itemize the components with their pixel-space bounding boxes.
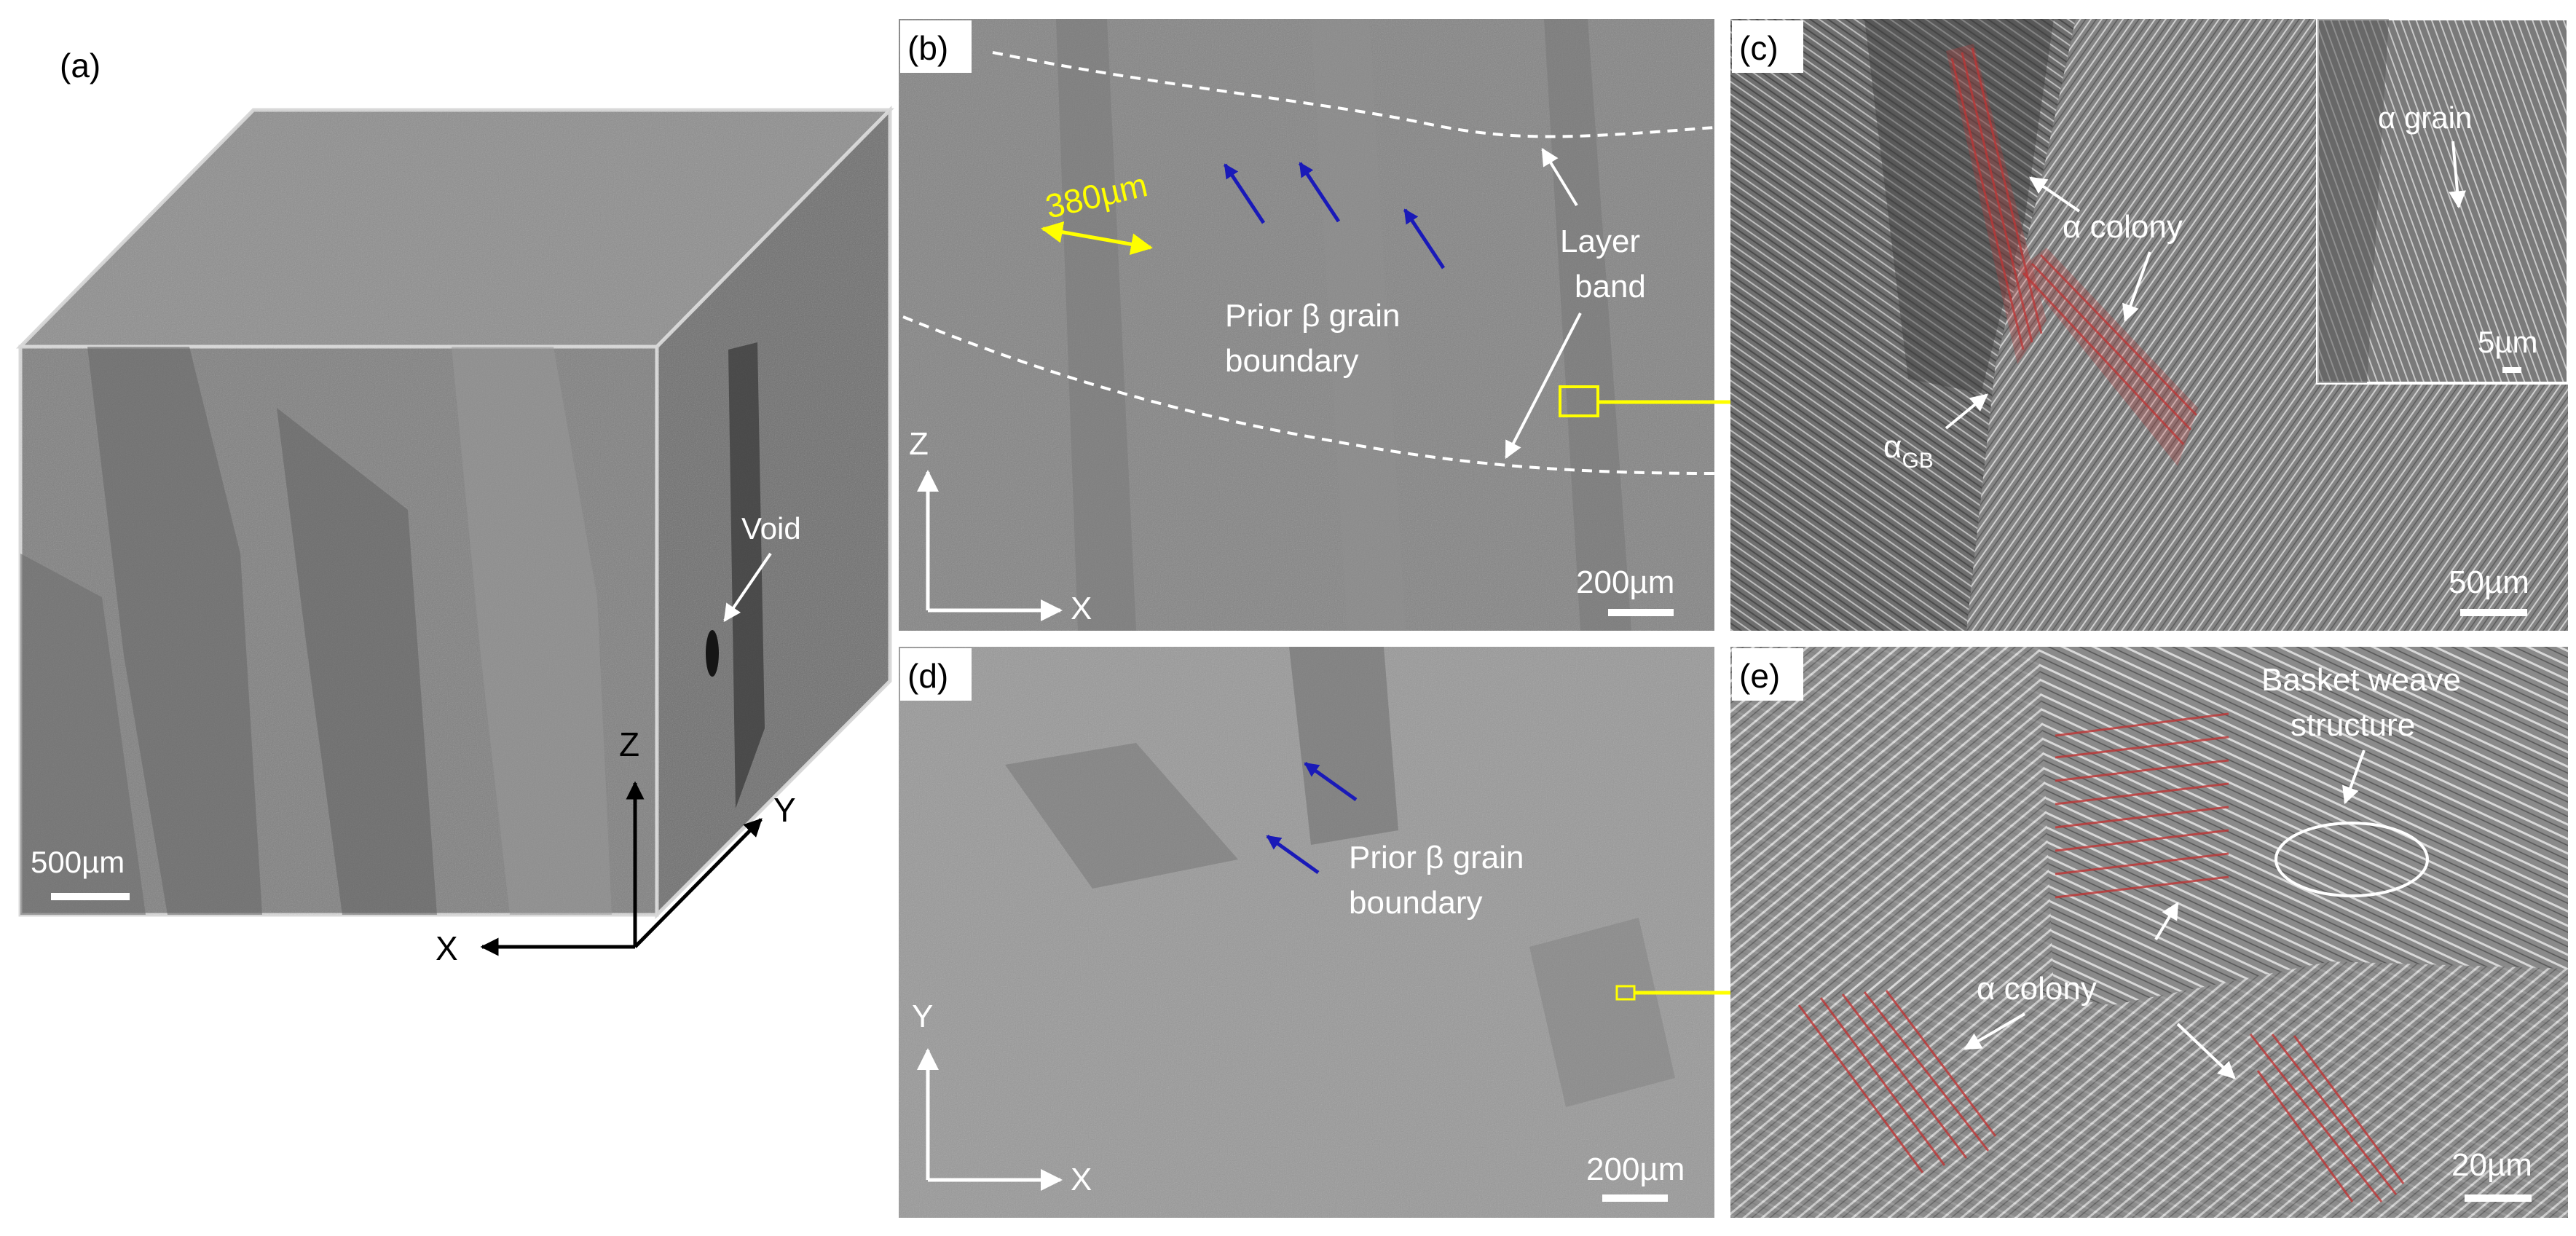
alpha-colony-arrow-e1: [2154, 901, 2179, 941]
axis-b-z-label: Z: [909, 426, 929, 462]
alpha-gb-label: αGB: [1883, 429, 1934, 473]
panel-b-scale-bar: [1608, 609, 1674, 616]
alpha-gb-main: α: [1883, 429, 1902, 465]
panel-d-scale-bar: [1602, 1194, 1668, 1202]
layer-band-arrow-up: [1541, 147, 1578, 207]
alpha-colony-arrow-c2: [2122, 251, 2151, 323]
basket-weave-ellipse: [2274, 822, 2429, 897]
axis-a-x-label: X: [436, 929, 458, 967]
void-label: Void: [741, 511, 801, 546]
panel-b-scale-label: 200µm: [1576, 564, 1674, 600]
layer-band-label-2: band: [1575, 269, 1646, 304]
panel-c-scale-label: 50µm: [2449, 564, 2529, 600]
grain-arrow-d1: [1304, 761, 1358, 802]
axis-a-y-label: Y: [773, 791, 796, 829]
alpha-colony-arrow-c1: [2029, 176, 2081, 213]
panel-c-label: (c): [1739, 29, 1779, 67]
layer-band-lower: [902, 315, 1715, 475]
grain-arrow-b1: [1223, 163, 1266, 224]
alpha-gb-arrow: [1945, 393, 1988, 430]
alpha-gb-sub: GB: [1902, 449, 1933, 473]
colony-overlay-e2: [1797, 990, 1997, 1173]
prior-beta-label-d1: Prior β grain: [1349, 840, 1524, 875]
colony-overlay-e1: [2055, 712, 2229, 899]
alpha-colony-label-e: α colony: [1977, 971, 2097, 1007]
grain-arrow-d2: [1266, 834, 1320, 875]
panel-d: (d) Prior β grain boundary Y X 200µm: [899, 647, 1779, 1218]
panel-a-scale-bar: [51, 893, 130, 900]
inset-scale-label: 5µm: [2478, 325, 2538, 359]
panel-e: (e) Basket weave structure α colony 20µm: [1730, 647, 2568, 1218]
prior-beta-label-b2: boundary: [1225, 343, 1358, 379]
inset-scale-bar: [2502, 367, 2521, 373]
axis-a-y: [634, 818, 763, 948]
panel-c: (c) α grain 5µm α colony αGB 50µm: [1730, 17, 2569, 631]
panel-d-label: (d): [907, 657, 948, 695]
panel-e-scale-label: 20µm: [2451, 1147, 2532, 1183]
panel-d-scale-label: 200µm: [1586, 1152, 1685, 1187]
panel-e-label: (e): [1739, 657, 1780, 695]
panel-a-label: (a): [60, 47, 101, 84]
void-arrow: [723, 552, 772, 622]
colony-overlay-c1: [1946, 44, 2047, 364]
layer-band-label-1: Layer: [1560, 224, 1640, 259]
panel-b-label: (b): [907, 29, 948, 67]
inset-alpha-grain-label: α grain: [2378, 101, 2472, 135]
axis-b-x-label: X: [1071, 591, 1092, 626]
axis-d-x-label: X: [1071, 1162, 1092, 1197]
grain-arrow-b3: [1403, 208, 1446, 269]
panel-b: (b) 380µm Prior β grain boundary Layer b…: [899, 19, 1779, 631]
panel-e-scale-bar: [2465, 1194, 2532, 1202]
panel-c-scale-bar: [2460, 609, 2527, 616]
panel-a-scale-label: 500µm: [31, 845, 125, 879]
layer-band-arrow-down: [1505, 312, 1582, 460]
colony-overlay-e3: [2249, 1034, 2405, 1202]
prior-beta-label-b1: Prior β grain: [1225, 298, 1401, 334]
prior-beta-label-d2: boundary: [1349, 885, 1482, 921]
width-arrow: [1041, 221, 1153, 256]
basket-weave-label-2: structure: [2291, 707, 2415, 743]
axis-d-y-label: Y: [912, 999, 933, 1034]
alpha-colony-label-c: α colony: [2063, 209, 2183, 245]
layer-band-upper: [992, 51, 1715, 138]
alpha-colony-arrow-e2: [1963, 1012, 2026, 1050]
alpha-colony-arrow-e3: [2176, 1023, 2236, 1079]
inset-alpha-grain-arrow: [2449, 141, 2467, 209]
panel-a: (a) Void 500µm Z X Y: [16, 47, 894, 967]
basket-weave-arrow: [2342, 749, 2366, 805]
axis-a-z-label: Z: [619, 725, 639, 763]
basket-weave-label-1: Basket weave: [2261, 662, 2461, 698]
grain-arrow-b2: [1298, 162, 1341, 223]
